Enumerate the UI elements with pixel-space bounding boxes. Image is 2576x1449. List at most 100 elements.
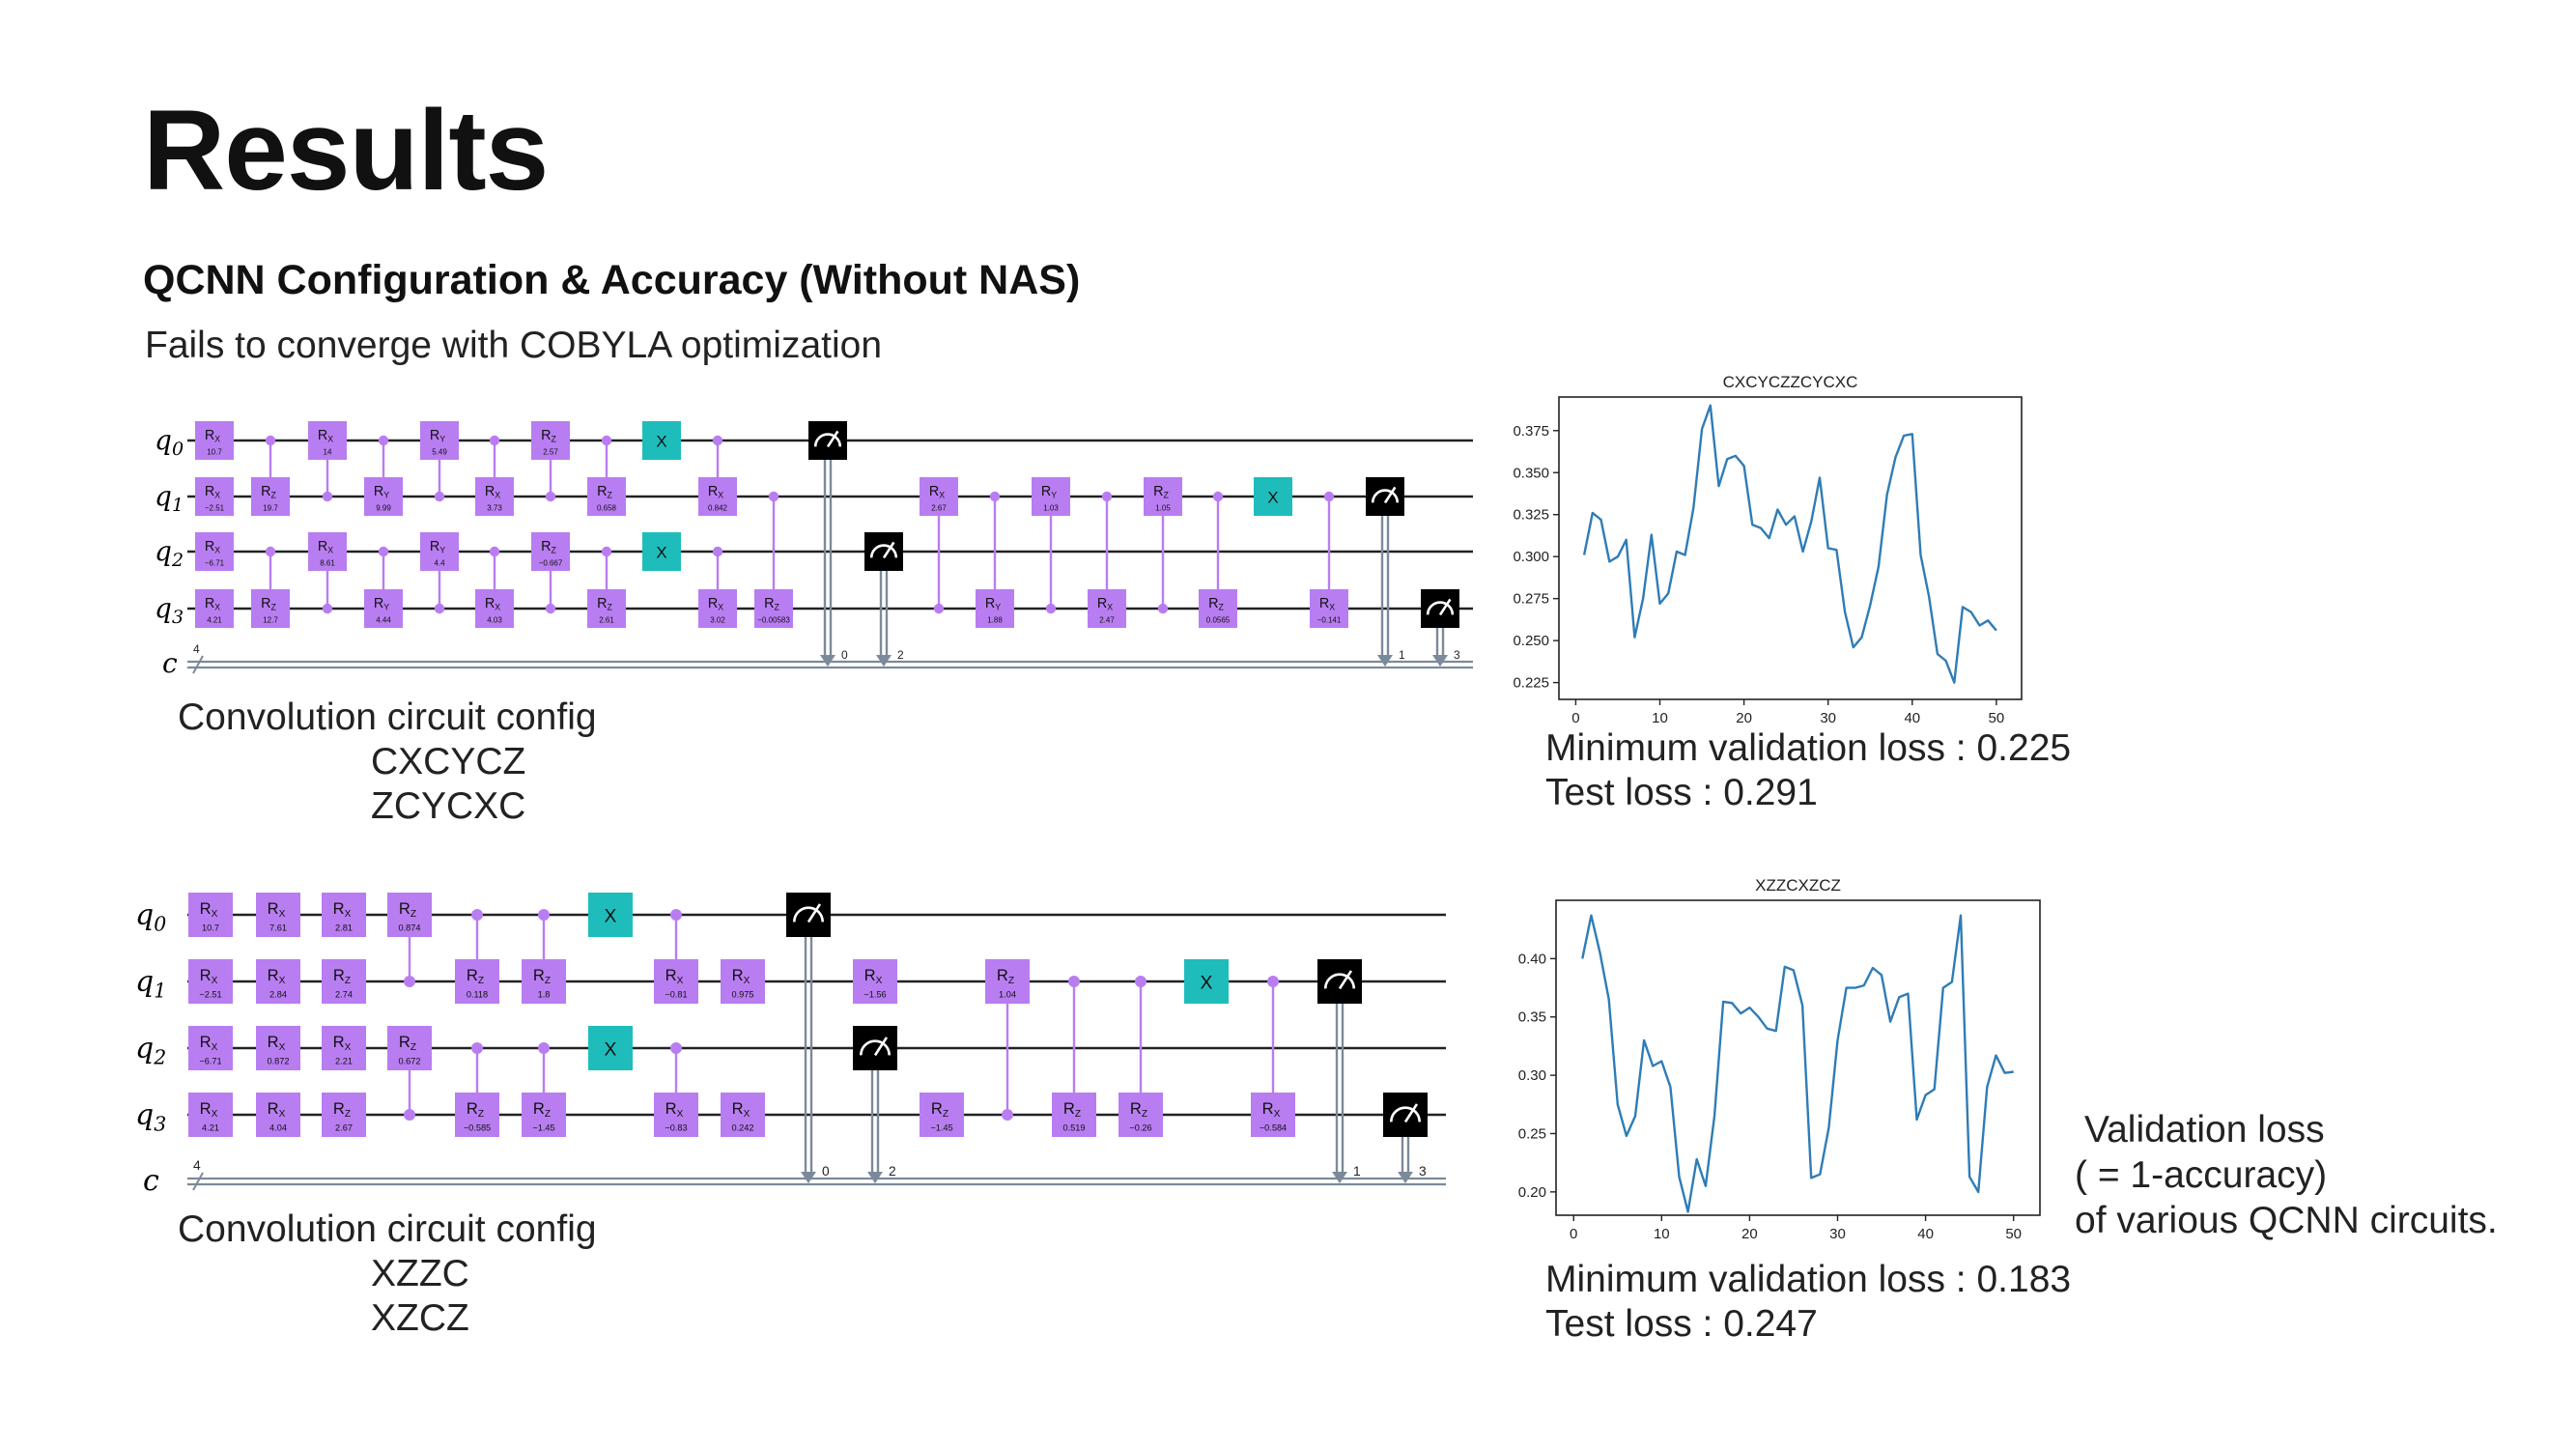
rotation-gate [308, 421, 347, 460]
control-dot [670, 909, 682, 921]
gate-parameter: −0.584 [1260, 1123, 1287, 1133]
gate-parameter: 4.44 [376, 615, 391, 624]
gate-parameter: 4.03 [487, 615, 502, 624]
y-tick-label: 0.30 [1518, 1067, 1546, 1084]
rotation-gate [654, 1093, 698, 1137]
measure-arrow [1398, 1172, 1413, 1183]
gate-parameter: 2.67 [931, 503, 947, 512]
control-dot [434, 603, 445, 614]
gate-parameter: 3.02 [710, 615, 725, 624]
y-tick-label: 0.325 [1513, 507, 1549, 524]
control-dot [378, 546, 389, 557]
control-dot [434, 491, 445, 502]
gate-parameter: −0.585 [464, 1123, 491, 1133]
measure-arrow [876, 655, 892, 667]
rotation-gate [531, 421, 570, 460]
y-tick-label: 0.300 [1513, 549, 1549, 565]
measure-arrow [820, 655, 835, 667]
min-validation-loss: Minimum validation loss : 0.183 [1545, 1259, 2072, 1300]
y-tick-label: 0.350 [1513, 465, 1549, 481]
x-gate [588, 893, 633, 937]
gate-parameter: 1.88 [987, 615, 1003, 624]
measure-arrow [867, 1172, 883, 1183]
rotation-gate [364, 477, 403, 516]
gate-parameter: 14 [324, 447, 332, 456]
gate-parameter: 4.4 [434, 558, 445, 567]
rotation-gate [522, 959, 566, 1004]
x-tick-label: 0 [1571, 710, 1579, 726]
note-line-2: ( = 1-accuracy) [2075, 1154, 2328, 1196]
control-dot [1045, 603, 1057, 614]
gate-parameter: 7.61 [269, 923, 287, 933]
x-tick-label: 20 [1741, 1226, 1758, 1242]
control-dot [712, 435, 723, 446]
control-dot [545, 491, 556, 502]
x-tick-label: 10 [1654, 1226, 1670, 1242]
gate-parameter: 1.03 [1043, 503, 1059, 512]
control-dot [601, 546, 612, 557]
control-dot [489, 546, 500, 557]
x-tick-label: 30 [1820, 710, 1836, 726]
rotation-gate [195, 477, 234, 516]
x-gate [1254, 477, 1292, 516]
control-dot [404, 976, 415, 987]
creg-label: c [162, 647, 178, 679]
creg-count: 4 [193, 642, 200, 656]
gate-parameter: 0.872 [268, 1057, 290, 1066]
validation-loss-note: Validation loss ( = 1-accuracy) of vario… [2075, 1107, 2498, 1243]
gate-parameter: 4.04 [269, 1123, 287, 1133]
meter-arc [1389, 1106, 1422, 1122]
rotation-gate [698, 477, 737, 516]
measure-bit: 0 [822, 1164, 830, 1179]
results-block-1: Minimum validation loss : 0.225 Test los… [1545, 726, 2071, 815]
config-line-2: XZCZ [371, 1297, 469, 1339]
gate-parameter: −6.71 [205, 558, 225, 567]
gate-parameter: −0.81 [665, 990, 687, 1000]
rotation-gate [976, 589, 1014, 628]
measure-arrow [1377, 655, 1393, 667]
convergence-note: Fails to converge with COBYLA optimizati… [145, 325, 883, 366]
rotation-gate [754, 589, 793, 628]
creg-count: 4 [193, 1158, 201, 1173]
x-gate-label: X [605, 906, 617, 926]
rotation-gate [420, 532, 459, 571]
measure-bit: 3 [1454, 648, 1460, 662]
rotation-gate [698, 589, 737, 628]
rotation-gate [1199, 589, 1237, 628]
rotation-gate [522, 1093, 566, 1137]
rotation-gate [188, 1093, 233, 1137]
rotation-gate [531, 532, 570, 571]
x-gate [588, 1026, 633, 1070]
note-line-3: of various QCNN circuits. [2075, 1200, 2498, 1241]
meter-needle [1383, 486, 1397, 504]
measure-bit: 1 [1353, 1164, 1361, 1179]
rotation-gate [256, 893, 300, 937]
control-dot [1135, 976, 1146, 987]
test-loss: Test loss : 0.291 [1545, 772, 1818, 813]
control-dot [1068, 976, 1080, 987]
control-dot [322, 491, 333, 502]
x-tick-label: 0 [1570, 1226, 1577, 1242]
meter-needle [873, 1037, 889, 1057]
rotation-gate [195, 421, 234, 460]
qubit-label: q1 [135, 965, 166, 1003]
rotation-gate [455, 959, 499, 1004]
meter-needle [1338, 970, 1353, 990]
x-tick-label: 30 [1829, 1226, 1846, 1242]
control-dot [933, 603, 945, 614]
meter-arc [859, 1039, 892, 1056]
meter-arc [1323, 973, 1356, 989]
loss-series-line [1582, 404, 1997, 684]
rotation-gate [587, 589, 626, 628]
rotation-gate [920, 477, 958, 516]
rotation-gate [256, 1026, 300, 1070]
rotation-gate [1032, 477, 1070, 516]
x-tick-label: 50 [1989, 710, 2005, 726]
x-gate-label: X [1201, 973, 1213, 993]
gate-parameter: 0.118 [467, 990, 488, 1000]
rotation-gate [256, 1093, 300, 1137]
